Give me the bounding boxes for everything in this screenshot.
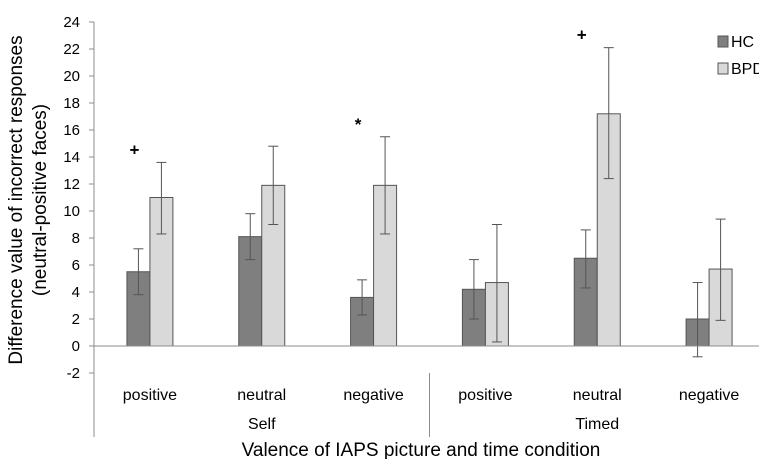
legend: HC BPD (717, 34, 759, 78)
significance-markers: + * + (129, 26, 586, 160)
y-tick-label: 22 (63, 41, 80, 58)
y-tick-label: -2 (67, 365, 80, 382)
group-labels: Self Timed (248, 416, 619, 433)
legend-label-bpd: BPD (731, 61, 759, 78)
legend-swatch-hc (717, 35, 729, 48)
y-tick-label: 14 (63, 149, 80, 166)
legend-swatch-bpd (717, 62, 729, 75)
y-tick-label: 12 (63, 176, 80, 193)
legend-label-hc: HC (731, 34, 754, 51)
y-tick-label: 6 (72, 257, 80, 274)
category-labels: positive neutral negative positive neutral ne… (123, 387, 740, 404)
y-tick-label: 16 (63, 122, 80, 139)
category-label: negative (343, 387, 404, 404)
significance-marker: * (355, 115, 362, 134)
x-axis (93, 345, 759, 437)
group-label: Timed (575, 416, 619, 433)
y-axis-title: Difference value of incorrect responses … (6, 35, 51, 364)
y-tick-label: 24 (63, 14, 80, 31)
category-label: neutral (237, 387, 286, 404)
x-axis-title: Valence of IAPS picture and time conditi… (242, 440, 601, 459)
category-label: positive (458, 387, 512, 404)
y-axis-title-line2: (neutral-positive faces) (30, 104, 51, 296)
significance-marker: + (577, 26, 587, 45)
y-tick-label: 20 (63, 68, 80, 85)
category-label: positive (123, 387, 177, 404)
y-axis-title-line1: Difference value of incorrect responses (6, 35, 27, 364)
y-tick-label: 0 (72, 338, 80, 355)
y-tick-label: 10 (63, 203, 80, 220)
y-tick-label: 18 (63, 95, 80, 112)
y-tick-label: 4 (72, 284, 80, 301)
category-label: neutral (573, 387, 622, 404)
group-label: Self (248, 416, 276, 433)
y-tick-label: 8 (72, 230, 80, 247)
bars-layer (126, 113, 733, 347)
error-bars-layer (133, 47, 726, 358)
category-label: negative (679, 387, 740, 404)
significance-marker: + (129, 140, 139, 159)
y-tick-label: 2 (72, 311, 80, 328)
